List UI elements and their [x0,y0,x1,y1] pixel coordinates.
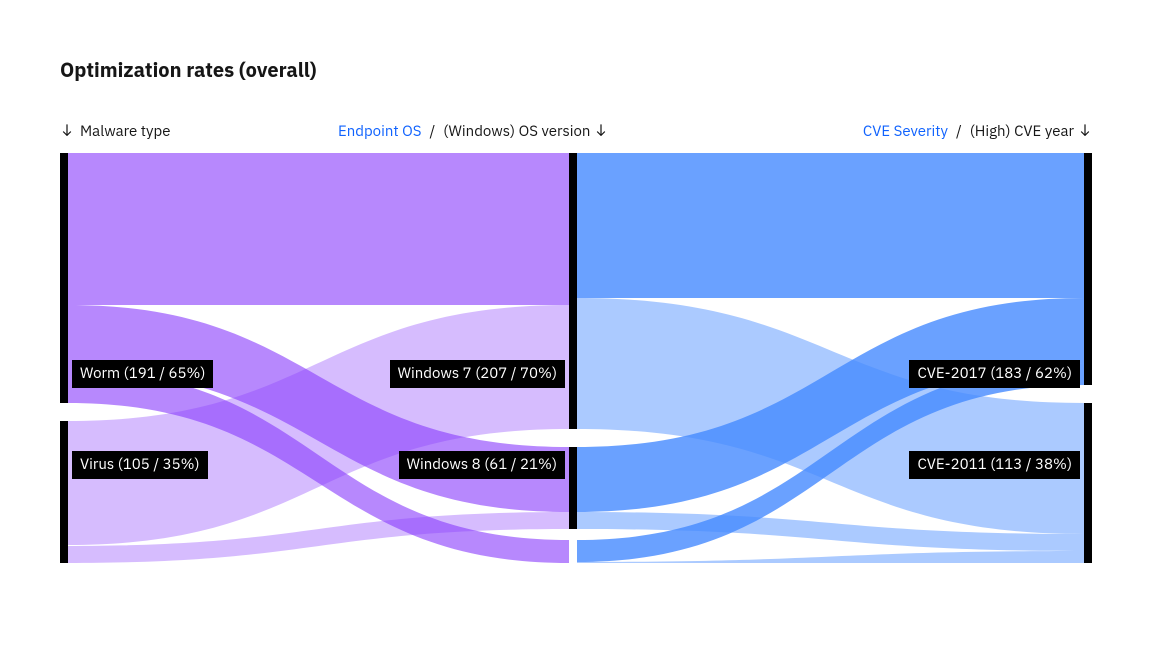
sort-down-icon [60,124,74,138]
header-right-link[interactable]: CVE Severity [863,122,948,141]
header-right-rest: (High) CVE year [970,122,1074,141]
header-mid-rest: (Windows) OS version [443,122,590,141]
header-mid-link[interactable]: Endpoint OS [338,122,421,141]
header-sep: / [425,122,439,141]
node-bar-cve2011[interactable] [1084,403,1092,563]
node-label-win7: Windows 7 (207 / 70%) [390,360,565,388]
node-bar-win7[interactable] [569,153,577,429]
sort-down-icon [1078,124,1092,138]
column-headers: Malware type Endpoint OS / (Windows) OS … [60,119,1092,143]
node-bar-virus[interactable] [60,421,68,563]
flow[interactable] [577,153,1084,298]
page-title: Optimization rates (overall) [60,56,1092,83]
sort-down-icon [594,124,608,138]
header-sep: / [952,122,966,141]
node-label-virus: Virus (105 / 35%) [72,451,208,479]
node-label-worm: Worm (191 / 65%) [72,360,213,388]
node-bar-win8[interactable] [569,447,577,529]
node-bar-worm[interactable] [60,153,68,403]
flow[interactable] [68,153,569,305]
header-left-label: Malware type [80,122,170,141]
header-endpoint-os[interactable]: Endpoint OS / (Windows) OS version [338,122,608,141]
header-cve[interactable]: CVE Severity / (High) CVE year [863,122,1092,141]
node-label-win8: Windows 8 (61 / 21%) [399,451,565,479]
node-label-cve2011: CVE-2011 (113 / 38%) [909,451,1080,479]
alluvial-chart: Worm (191 / 65%) Virus (105 / 35%) Windows… [60,153,1092,563]
node-bar-cve2017[interactable] [1084,153,1092,385]
header-malware-type[interactable]: Malware type [60,122,170,141]
node-label-cve2017: CVE-2017 (183 / 62%) [909,360,1080,388]
